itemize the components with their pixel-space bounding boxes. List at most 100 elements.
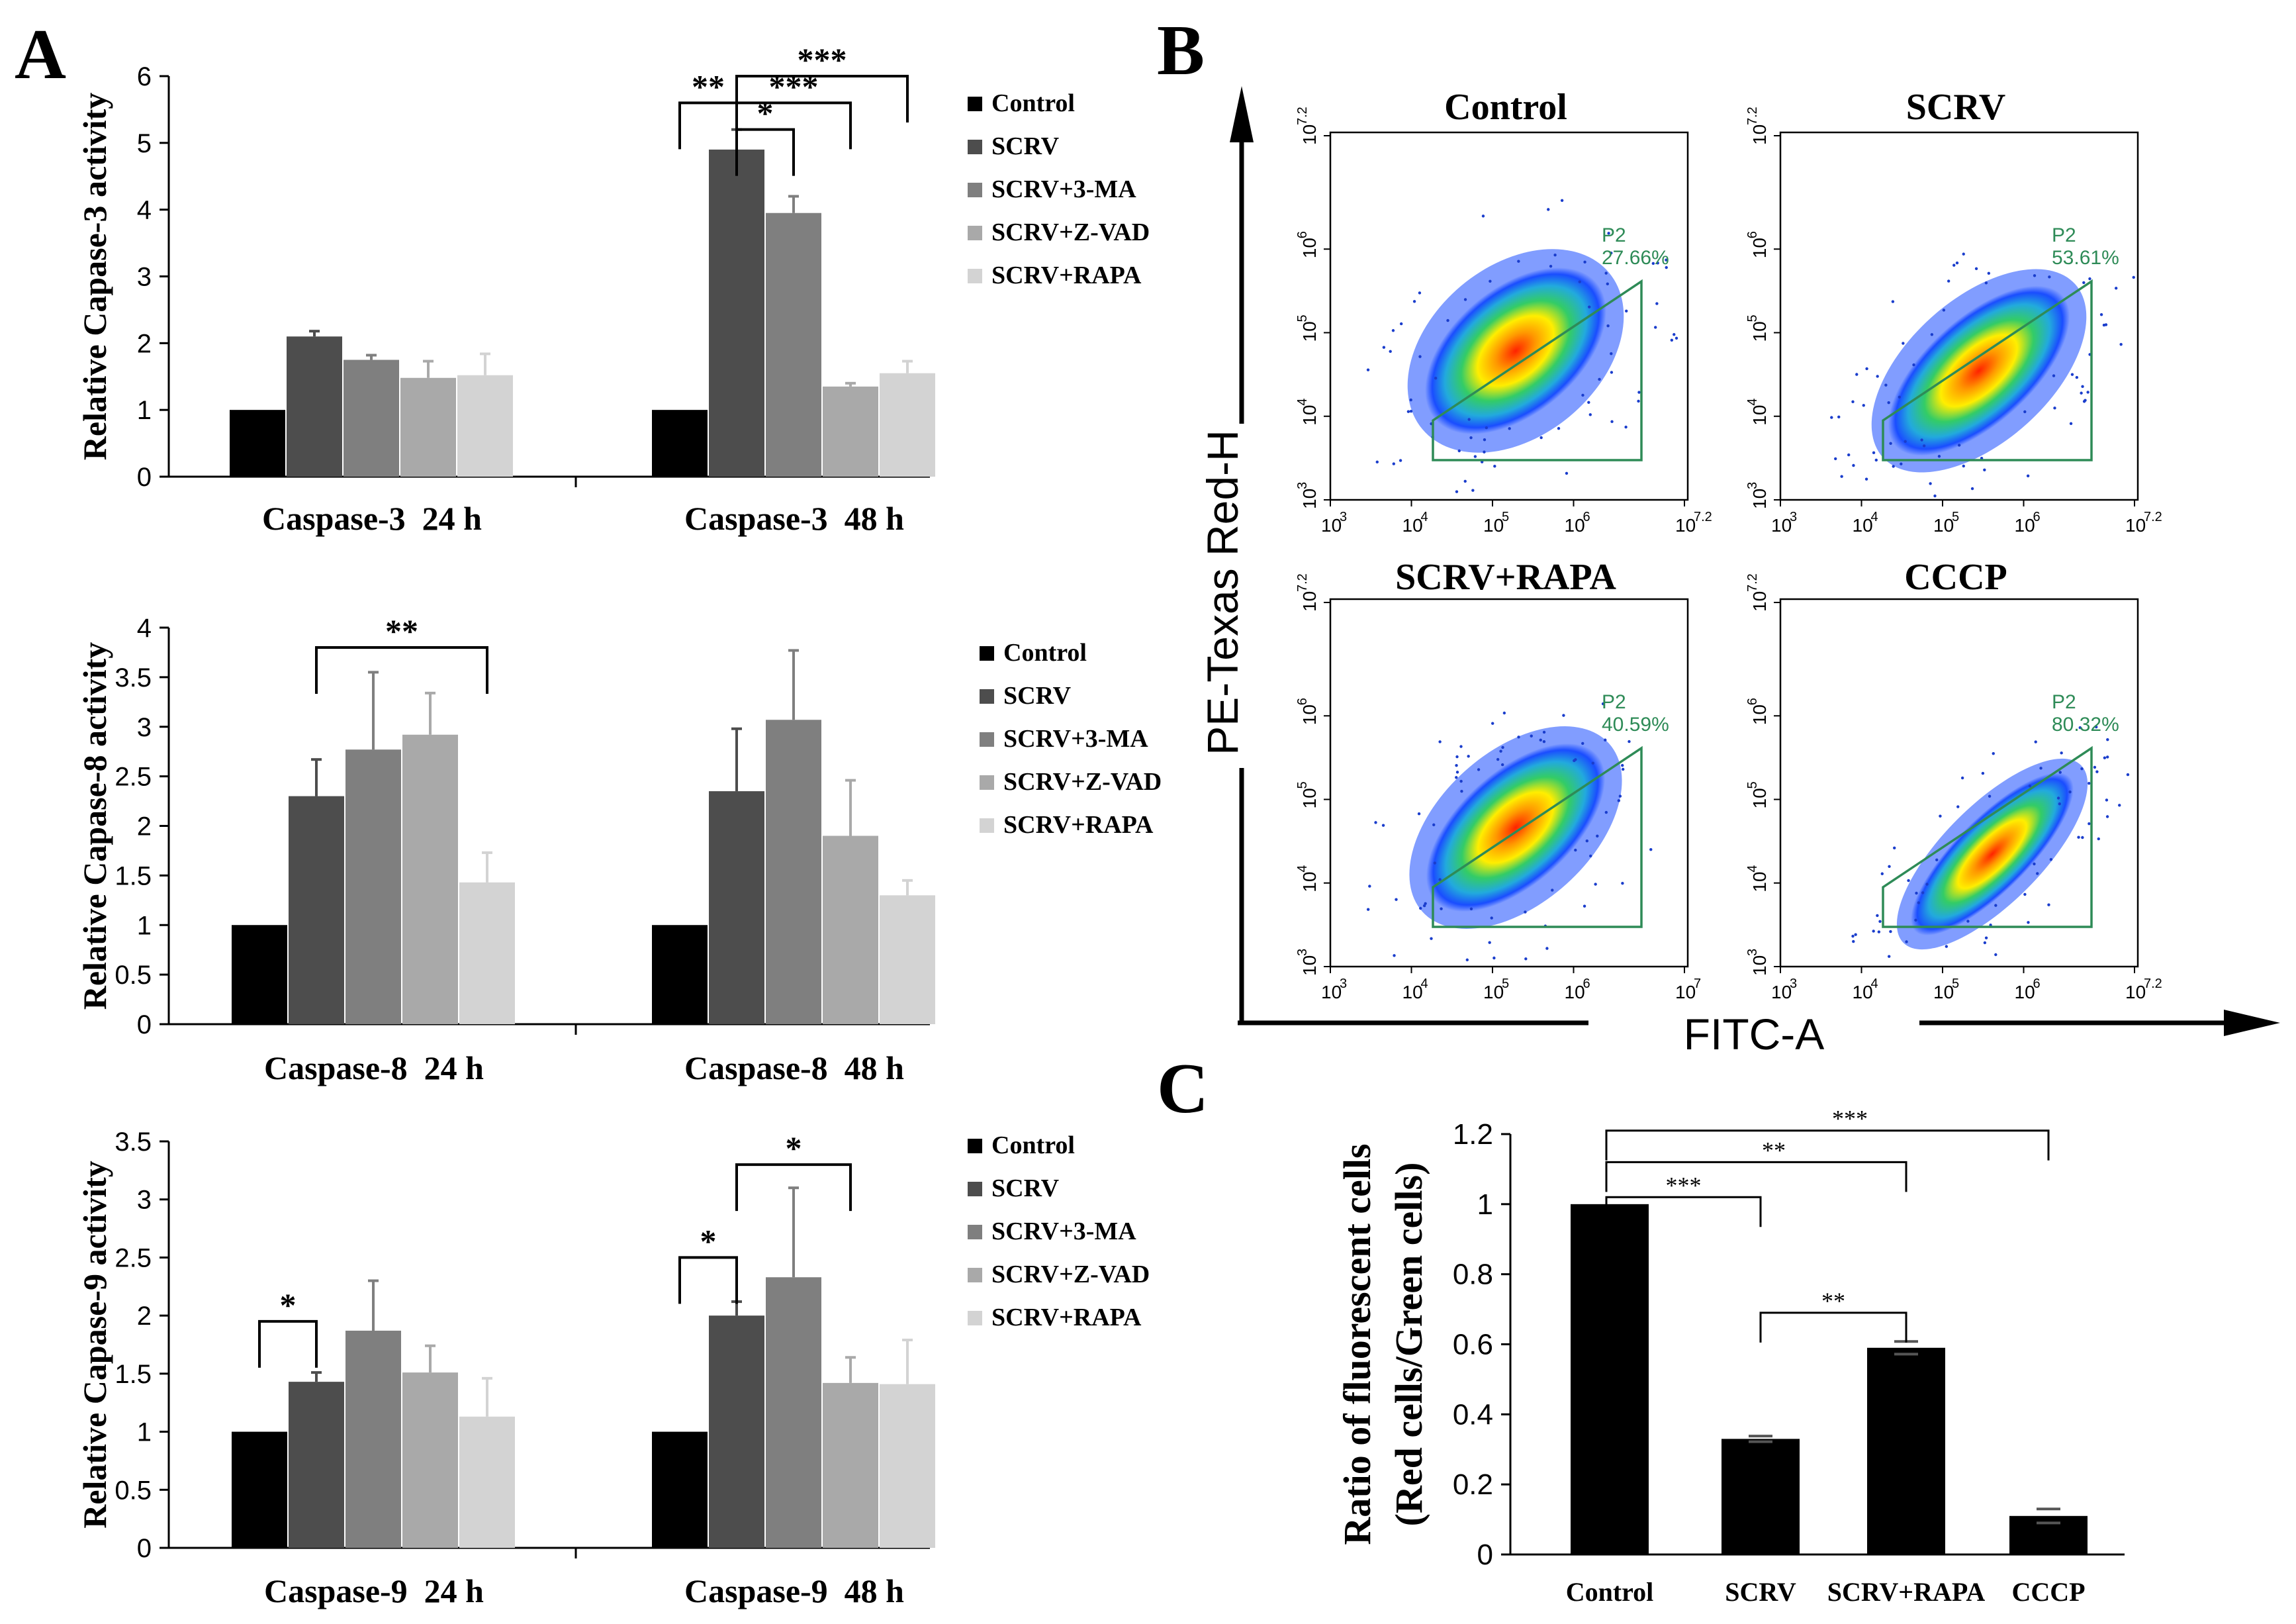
scatter-dot	[2088, 822, 2091, 826]
flow-x-tick-exp: 4	[1871, 977, 1878, 991]
scatter-dot	[1876, 914, 1879, 918]
legend-label: SCRV+RAPA	[991, 1304, 1142, 1331]
y-tick-label: 6	[137, 62, 152, 91]
scatter-dot	[1392, 462, 1395, 465]
scatter-dot	[2106, 738, 2109, 741]
flow-x-tick-exp: 6	[1583, 510, 1590, 524]
scatter-dot	[1465, 958, 1469, 962]
flow-y-tick-exp: 6	[1295, 231, 1310, 238]
legend-swatch	[968, 226, 982, 240]
flow-y-tick-exp: 3	[1745, 482, 1760, 489]
scatter-dot	[2080, 767, 2084, 771]
scatter-dot	[1984, 281, 1988, 285]
bar-scrv-z-vad	[823, 836, 878, 1024]
scatter-dot	[1430, 937, 1433, 940]
scatter-cloud-density	[1911, 773, 2074, 935]
gate-p2	[1432, 745, 1643, 928]
legend-swatch	[968, 1182, 982, 1196]
scatter-dot	[1617, 799, 1621, 802]
gate-name: P2	[1602, 224, 1626, 246]
scatter-dot	[2132, 275, 2135, 279]
scatter-dot	[2114, 287, 2118, 290]
flow-y-tick-label: 10	[1299, 872, 1320, 892]
legend-swatch	[968, 97, 982, 111]
scatter-dot	[1604, 810, 1608, 814]
flow-y-tick-exp: 7.2	[1745, 107, 1760, 125]
significance-label: ***	[769, 68, 819, 105]
flow-y-tick-exp: 6	[1295, 698, 1310, 705]
scatter-dot	[1459, 779, 1463, 783]
gate-percent: 27.66%	[1602, 247, 1669, 269]
scatter-dot	[2081, 385, 2084, 389]
category-label: CCCP	[2011, 1577, 2085, 1607]
scatter-dot	[2119, 342, 2123, 346]
bar-scrv-z-vad	[400, 377, 456, 477]
scatter-dot	[1876, 375, 1879, 378]
scatter-dot	[1581, 393, 1584, 397]
legend-label: SCRV	[991, 1174, 1060, 1202]
significance-bracket	[678, 1256, 738, 1304]
scatter-dot	[1551, 888, 1554, 892]
significance-bracket	[1605, 1161, 1907, 1192]
y-axis-label-line2: (Red cells/Green cells)	[1387, 1163, 1430, 1527]
scatter-dot	[1382, 346, 1386, 349]
scatter-dot	[1489, 279, 1492, 283]
y-label-mask	[1191, 424, 1277, 768]
scatter-dot	[1834, 457, 1837, 461]
y-tick-label: 2.5	[115, 1243, 152, 1272]
flow-x-tick-label: 10	[1483, 515, 1504, 536]
flow-y-tick-label: 10	[1749, 405, 1770, 426]
y-tick-label: 0.2	[1453, 1468, 1493, 1501]
scatter-dot	[1573, 759, 1576, 763]
scatter-dot	[1409, 410, 1413, 413]
flow-plot-title: SCRV+RAPA	[1395, 557, 1616, 598]
flow-x-tick-exp: 7	[1694, 977, 1701, 991]
bar-control	[652, 410, 708, 477]
category-label: SCRV	[1725, 1577, 1796, 1607]
significance-label: ***	[798, 41, 847, 78]
flow-y-tick-exp: 5	[1745, 781, 1760, 788]
y-tick-label: 0	[1477, 1539, 1493, 1571]
y-tick-label: 0.5	[115, 1476, 152, 1505]
y-tick-label: 0.4	[1453, 1398, 1493, 1431]
flow-y-tick-exp: 4	[1745, 865, 1760, 873]
y-tick-label: 4	[137, 614, 152, 643]
flow-x-tick-label: 10	[1402, 982, 1423, 1002]
bar-scrv-rapa	[1867, 1347, 1945, 1554]
scatter-dot	[2049, 857, 2053, 861]
scatter-dot	[1618, 794, 1622, 798]
scatter-dot	[1539, 436, 1543, 440]
flow-x-tick-exp: 5	[1502, 510, 1509, 524]
flow-x-tick-label: 10	[2015, 982, 2035, 1002]
flow-x-tick-exp: 7.2	[1694, 510, 1712, 524]
scatter-dot	[2068, 790, 2072, 794]
scatter-dot	[1438, 878, 1442, 881]
scatter-dot	[1625, 309, 1628, 312]
flow-y-tick-label: 10	[1299, 955, 1320, 976]
legend-label: SCRV+Z-VAD	[991, 1261, 1150, 1288]
scatter-dot	[2023, 410, 2027, 414]
scatter-dot	[1830, 416, 1833, 419]
legend-swatch	[968, 1139, 982, 1153]
y-tick-label: 1	[137, 911, 152, 940]
scatter-dot	[2056, 796, 2060, 800]
scatter-dot	[1888, 865, 1891, 868]
scatter-dot	[1553, 254, 1557, 257]
scatter-dot	[2088, 277, 2091, 281]
scatter-dot	[2026, 474, 2030, 478]
scatter-dot	[1880, 872, 1884, 875]
scatter-dot	[2027, 921, 2030, 924]
flow-y-tick-label: 10	[1749, 955, 1770, 976]
bar-scrv-z-vad	[402, 734, 458, 1024]
legend-swatch	[980, 646, 994, 661]
flow-y-tick-exp: 5	[1745, 314, 1760, 322]
scatter-dot	[1607, 232, 1610, 235]
scatter-dot	[2033, 862, 2036, 866]
bar-scrv-3-ma	[345, 749, 401, 1024]
y-tick-label: 1.5	[115, 861, 152, 890]
scatter-dot	[2028, 784, 2032, 788]
significance-bracket	[678, 101, 738, 150]
scatter-dot	[2084, 399, 2087, 402]
